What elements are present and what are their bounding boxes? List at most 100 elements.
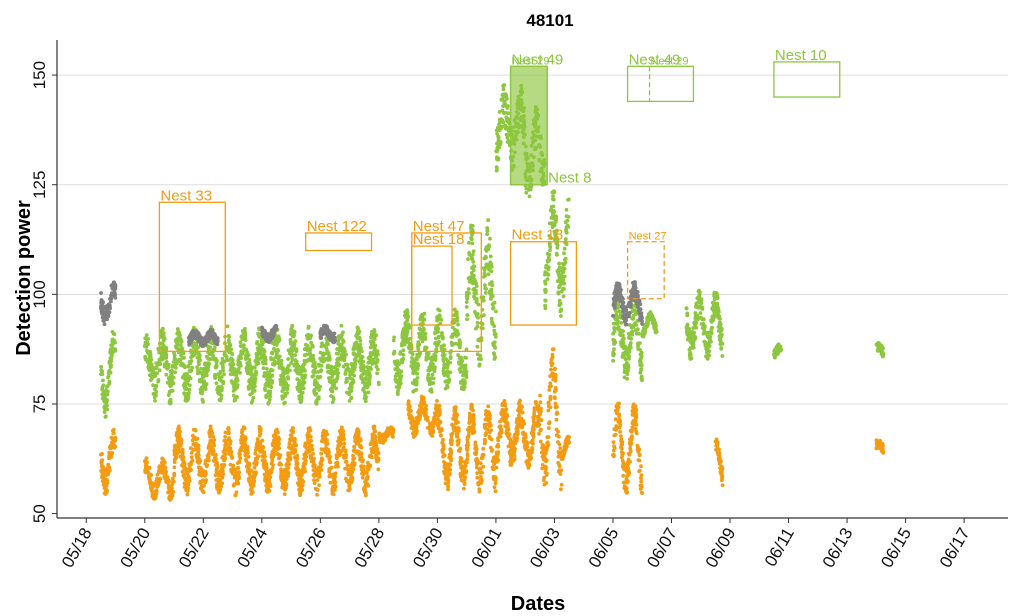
- data-point-green: [562, 246, 567, 251]
- data-point-green: [469, 226, 473, 231]
- data-point-green: [464, 300, 469, 304]
- data-point-green: [344, 376, 349, 381]
- data-point-orange: [268, 481, 272, 486]
- data-point-green: [164, 346, 169, 350]
- data-point-green: [709, 327, 714, 331]
- data-point-green: [611, 331, 615, 336]
- data-point-green: [392, 335, 396, 340]
- data-point-orange: [288, 454, 292, 459]
- data-point-green: [170, 363, 175, 368]
- data-point-green: [476, 316, 480, 320]
- data-point-orange: [111, 431, 116, 436]
- data-point-green: [398, 381, 403, 386]
- data-point-orange: [253, 448, 258, 453]
- data-point-orange: [159, 466, 164, 471]
- data-point-green: [361, 388, 365, 392]
- data-point-green: [557, 285, 561, 290]
- data-point-green: [299, 399, 304, 404]
- data-point-green: [352, 373, 356, 378]
- data-point-orange: [103, 469, 108, 474]
- data-point-green: [178, 343, 183, 347]
- data-point-orange: [172, 473, 177, 478]
- data-point-green: [423, 337, 428, 341]
- data-point-green: [315, 375, 320, 379]
- data-point-green: [698, 305, 703, 310]
- data-point-green: [549, 204, 554, 209]
- data-point-green: [356, 331, 361, 336]
- data-point-green: [641, 334, 646, 339]
- data-point-orange: [285, 462, 289, 466]
- data-point-green: [330, 375, 334, 379]
- data-point-green: [352, 351, 356, 356]
- data-point-orange: [317, 472, 321, 477]
- data-point-green: [398, 352, 403, 356]
- data-point-green: [463, 366, 468, 370]
- data-point-green: [613, 317, 618, 322]
- data-point-orange: [167, 479, 171, 484]
- data-point-green: [653, 322, 658, 327]
- data-point-green: [303, 342, 308, 347]
- data-point-green: [184, 399, 189, 403]
- data-point-green: [464, 305, 469, 309]
- data-point-orange: [177, 432, 182, 437]
- data-point-green: [505, 96, 509, 101]
- data-point-green: [341, 340, 346, 344]
- data-point-green: [176, 336, 180, 340]
- data-point-green: [228, 342, 233, 347]
- data-point-green: [186, 364, 191, 368]
- data-point-green: [269, 357, 274, 362]
- data-point-green: [527, 194, 532, 199]
- data-point-green: [268, 384, 273, 389]
- data-point-green: [198, 387, 203, 392]
- data-point-green: [358, 365, 363, 370]
- data-point-green: [351, 378, 355, 383]
- data-point-green: [474, 326, 478, 331]
- data-point-green: [688, 339, 693, 344]
- data-point-orange: [325, 454, 330, 458]
- data-point-green: [418, 327, 423, 332]
- data-point-green: [472, 291, 477, 295]
- data-point-green: [394, 385, 399, 389]
- data-point-green: [353, 365, 357, 370]
- data-point-green: [465, 317, 469, 322]
- data-point-green: [639, 374, 644, 379]
- data-point-orange: [346, 488, 351, 493]
- data-point-green: [289, 342, 293, 346]
- data-point-orange: [275, 435, 280, 440]
- data-point-green: [405, 310, 410, 314]
- data-point-green: [179, 339, 184, 344]
- data-point-green: [285, 365, 290, 370]
- data-point-orange: [104, 484, 109, 488]
- data-point-green: [263, 355, 268, 360]
- data-point-orange: [345, 463, 350, 468]
- data-point-green: [216, 372, 221, 377]
- data-point-orange: [366, 483, 371, 488]
- data-point-orange: [215, 466, 220, 471]
- data-point-green: [156, 378, 161, 382]
- data-point-green: [488, 236, 492, 241]
- data-point-green: [561, 280, 566, 285]
- data-point-orange: [260, 444, 265, 449]
- data-point-orange: [366, 464, 371, 469]
- data-point-green: [325, 363, 330, 368]
- data-point-orange: [146, 466, 151, 471]
- data-point-green: [705, 346, 710, 351]
- data-point-orange: [258, 431, 263, 436]
- data-point-green: [247, 361, 252, 366]
- data-point-orange: [200, 489, 205, 493]
- data-point-green: [363, 376, 368, 381]
- data-point-green: [249, 372, 254, 377]
- data-point-green: [264, 393, 268, 398]
- data-point-green: [261, 340, 266, 345]
- data-point-orange: [297, 487, 301, 492]
- data-point-orange: [352, 444, 356, 449]
- data-point-orange: [214, 452, 218, 457]
- data-point-orange: [280, 474, 285, 479]
- data-point-green: [187, 374, 191, 379]
- data-point-green: [488, 254, 493, 259]
- data-point-green: [407, 336, 412, 341]
- data-point-green: [221, 368, 226, 373]
- data-point-green: [319, 363, 324, 368]
- data-point-orange: [387, 426, 392, 431]
- data-point-orange: [334, 464, 339, 469]
